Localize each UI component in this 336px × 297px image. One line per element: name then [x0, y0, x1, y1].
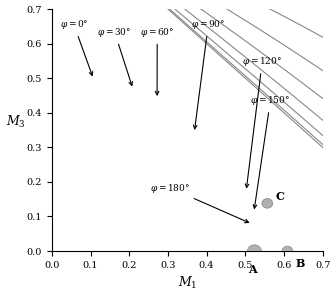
Circle shape [262, 198, 273, 208]
X-axis label: $M_1$: $M_1$ [177, 275, 197, 291]
Y-axis label: $M_3$: $M_3$ [6, 114, 26, 130]
Text: $\varphi = 30°$: $\varphi = 30°$ [97, 26, 132, 86]
Text: $\varphi = 90°$: $\varphi = 90°$ [191, 18, 225, 129]
Text: A: A [248, 264, 257, 275]
Circle shape [282, 246, 293, 256]
Text: $\varphi = 120°$: $\varphi = 120°$ [242, 55, 282, 188]
Text: $\varphi = 150°$: $\varphi = 150°$ [250, 94, 290, 208]
Text: C: C [276, 191, 285, 202]
Text: $\varphi = 0°$: $\varphi = 0°$ [59, 18, 93, 75]
Text: $\varphi = 60°$: $\varphi = 60°$ [140, 26, 174, 95]
Text: $\varphi = 180°$: $\varphi = 180°$ [151, 182, 249, 223]
Circle shape [248, 245, 261, 257]
Text: B: B [296, 258, 305, 269]
